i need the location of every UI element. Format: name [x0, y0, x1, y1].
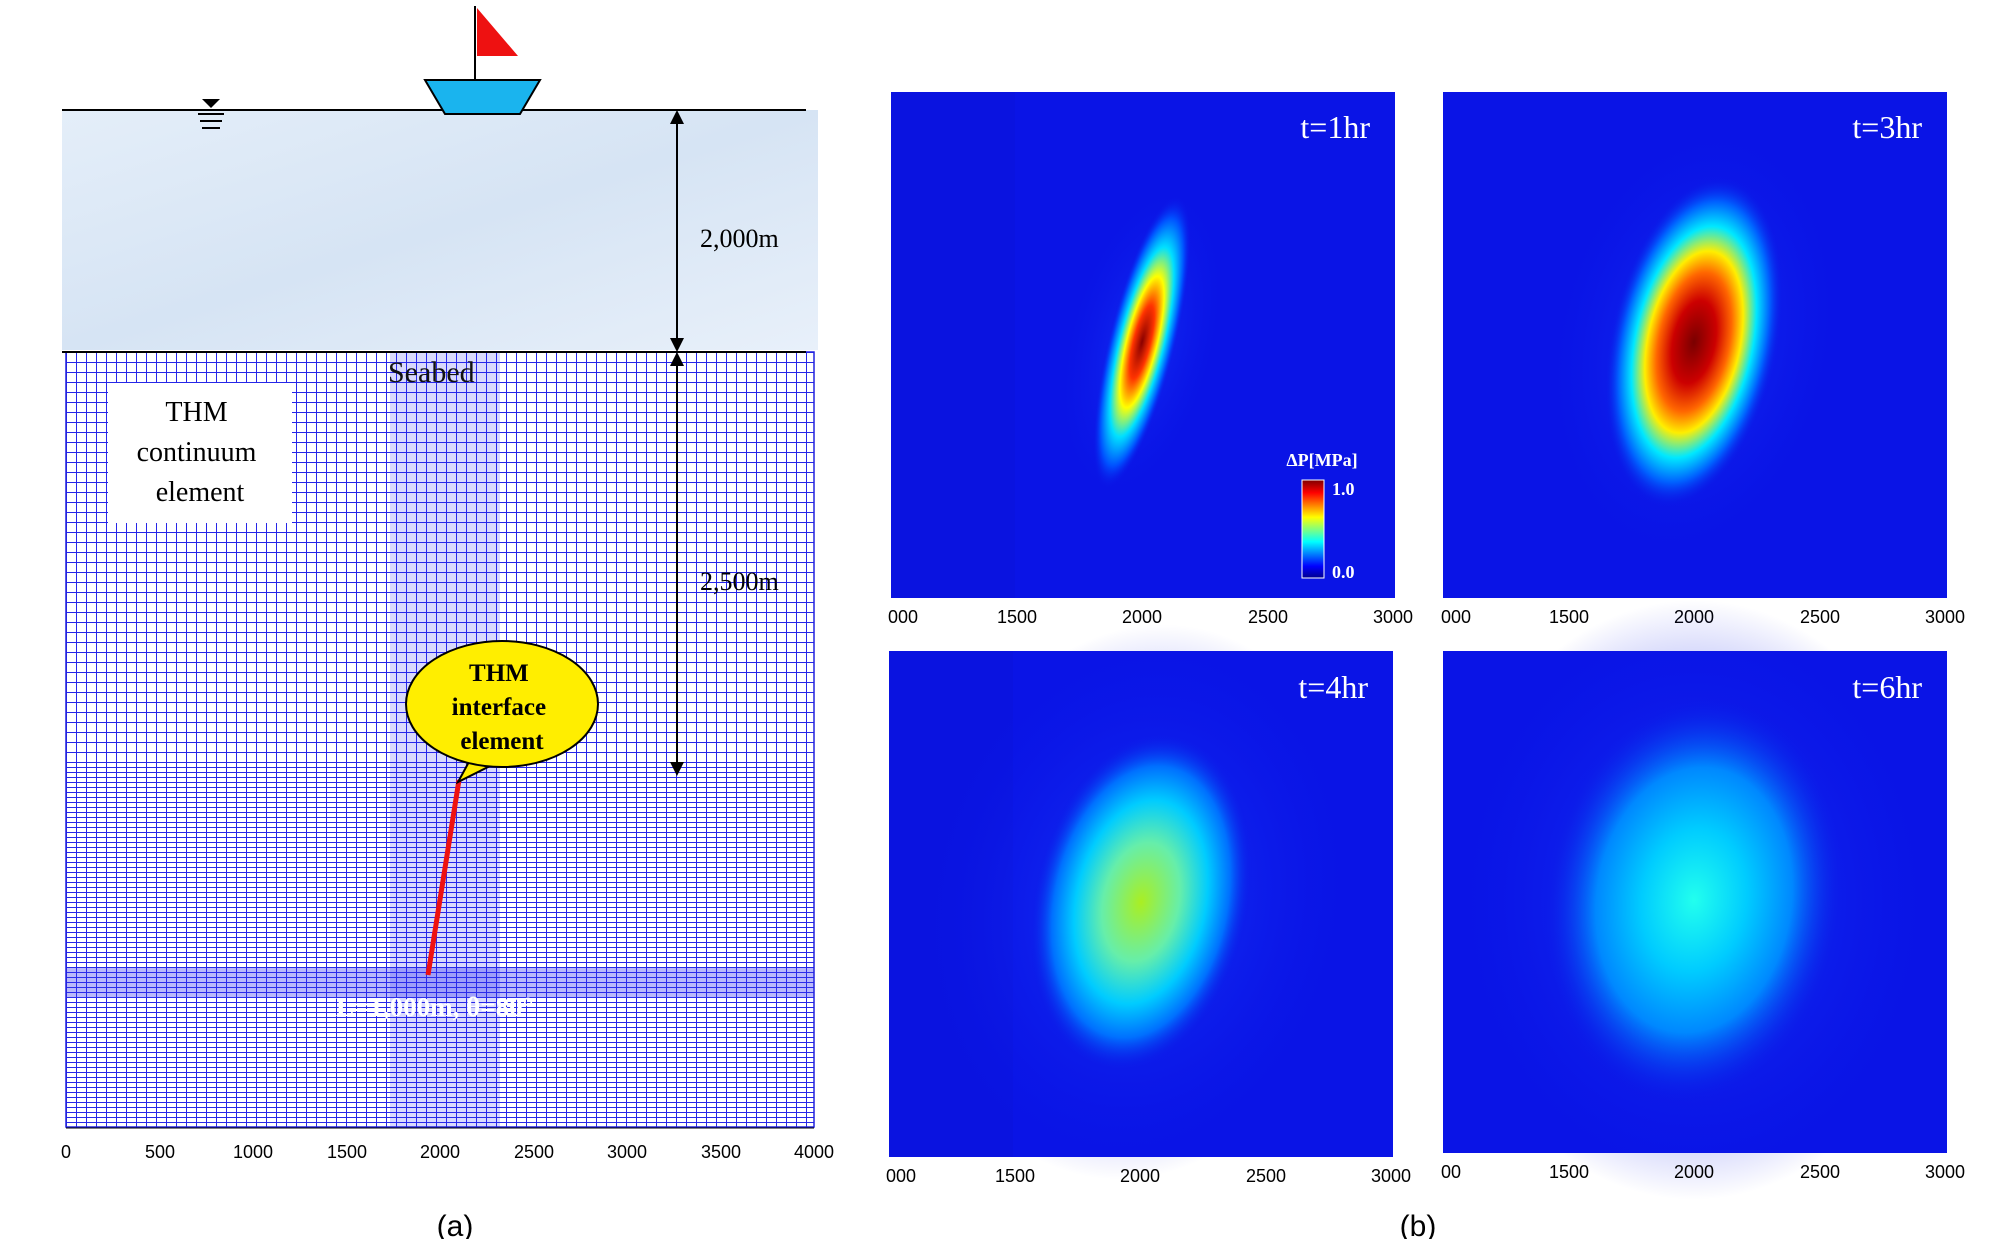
fault-annotation: L=1,000m, θ=80° [336, 992, 533, 1022]
time-label-t4: t=4hr [1298, 669, 1368, 705]
panel-a-x-tick: 0 [61, 1142, 71, 1162]
time-label-t3: t=3hr [1852, 109, 1922, 145]
subplot-x-tick: 000 [886, 1166, 916, 1186]
subplot-x-tick: 2000 [1122, 607, 1162, 627]
panel-a: 2,000m 2,500m Seabed THM continuum eleme… [61, 6, 834, 1239]
subplot-x-tick: 1500 [995, 1166, 1035, 1186]
panel-a-x-axis: 0 500 1000 1500 2000 2500 3000 3500 4000 [61, 1127, 834, 1162]
subplot-t6: t=6hr 00 1500 2000 2500 3000 [1441, 600, 1965, 1200]
panel-a-x-tick: 3000 [607, 1142, 647, 1162]
subplot-x-tick: 3000 [1371, 1166, 1411, 1186]
depth-dimension-water [670, 110, 684, 352]
water-level-icon [198, 99, 224, 129]
fault-line [425, 779, 462, 976]
subplot-x-tick: 2500 [1248, 607, 1288, 627]
subplot-x-tick: 3000 [1925, 607, 1965, 627]
subplot-x-tick: 2000 [1120, 1166, 1160, 1186]
panel-a-x-tick: 1000 [233, 1142, 273, 1162]
colorbar-max: 1.0 [1332, 479, 1355, 499]
panel-b-caption: (b) [1400, 1210, 1437, 1239]
water-layer [62, 110, 818, 350]
mesh-dense-band [66, 968, 814, 998]
panel-a-x-tick: 2000 [420, 1142, 460, 1162]
depth-dimension-rock [670, 352, 684, 776]
mesh-fine [66, 762, 814, 1127]
subplot-t1: t=1hr ΔP[MPa] 1.0 0.0 000 1500 2000 2500… [888, 92, 1413, 627]
subplot-x-tick: 000 [1441, 607, 1471, 627]
subplot-x-tick: 2500 [1800, 1162, 1840, 1182]
rock-depth-label: 2,500m [700, 567, 779, 596]
time-label-t1: t=1hr [1300, 109, 1370, 145]
panel-a-x-tick: 2500 [514, 1142, 554, 1162]
subplot-x-tick: 2000 [1674, 1162, 1714, 1182]
water-depth-label: 2,000m [700, 224, 779, 253]
boat-icon [423, 79, 542, 115]
time-label-t6: t=6hr [1852, 669, 1922, 705]
colorbar-min: 0.0 [1332, 562, 1355, 582]
subplot-x-tick: 2500 [1800, 607, 1840, 627]
continuum-label-box [108, 383, 292, 523]
subplot-x-tick: 1500 [997, 607, 1037, 627]
panel-b: t=1hr ΔP[MPa] 1.0 0.0 000 1500 2000 2500… [886, 92, 1965, 1239]
subplot-t3: t=3hr 000 1500 2000 2500 3000 [1441, 92, 1965, 627]
subplot-x-tick: 3000 [1373, 607, 1413, 627]
panel-a-x-tick: 1500 [327, 1142, 367, 1162]
subplot-t4: t=4hr 000 1500 2000 2500 3000 [886, 624, 1411, 1186]
panel-a-x-tick: 500 [145, 1142, 175, 1162]
panel-a-caption: (a) [437, 1210, 474, 1239]
colorbar-title: ΔP[MPa] [1286, 450, 1357, 470]
subplot-x-tick: 3000 [1925, 1162, 1965, 1182]
colorbar: ΔP[MPa] 1.0 0.0 [1286, 450, 1357, 582]
panel-a-x-tick: 3500 [701, 1142, 741, 1162]
subplot-x-tick: 000 [888, 607, 918, 627]
flag-icon [474, 6, 518, 80]
panel-a-x-tick: 4000 [794, 1142, 834, 1162]
subplot-x-tick: 00 [1441, 1162, 1461, 1182]
interface-bubble [405, 640, 599, 785]
subplot-x-tick: 2500 [1246, 1166, 1286, 1186]
interface-label: THM interface element [452, 660, 553, 755]
continuum-label: THM continuum element [137, 397, 264, 508]
subplot-x-tick: 1500 [1549, 607, 1589, 627]
subplot-x-tick: 1500 [1549, 1162, 1589, 1182]
seabed-label: Seabed [388, 356, 475, 389]
